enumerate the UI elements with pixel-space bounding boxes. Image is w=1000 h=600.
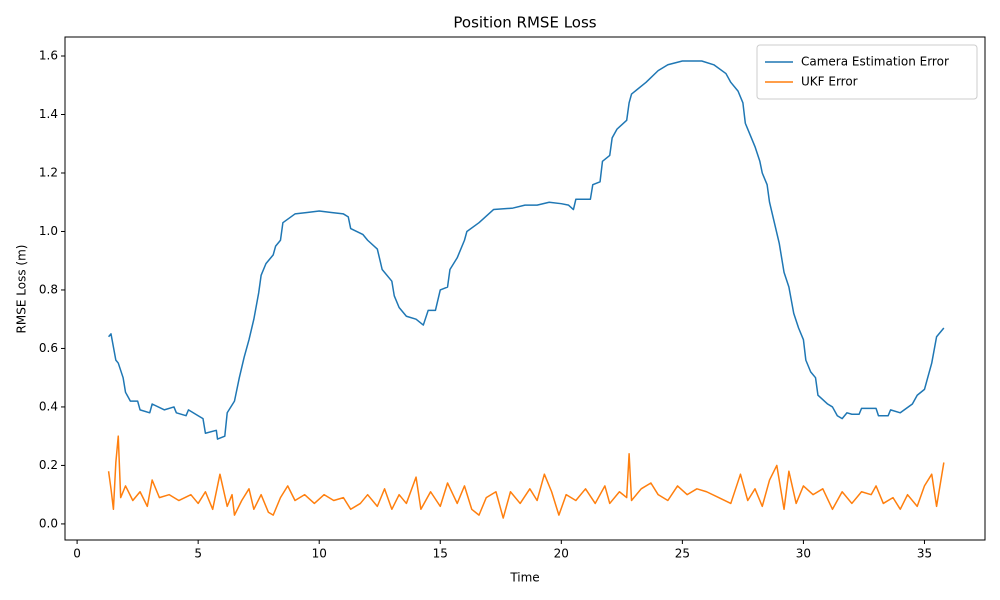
- y-tick-label: 0.0: [39, 516, 58, 530]
- x-tick-label: 0: [73, 547, 81, 561]
- y-tick-label: 0.2: [39, 458, 58, 472]
- plot-frame: [64, 36, 986, 541]
- data-line: [108, 60, 945, 440]
- y-tick-label: 1.2: [39, 165, 58, 179]
- x-tick-label: 5: [194, 547, 202, 561]
- x-tick-label: 15: [433, 547, 448, 561]
- y-tick-label: 1.0: [39, 224, 58, 238]
- y-tick-label: 1.6: [39, 49, 58, 63]
- y-tick-label: 0.4: [39, 399, 58, 413]
- x-axis-label: Time: [509, 571, 539, 585]
- x-tick-label: 35: [917, 547, 932, 561]
- legend-label: UKF Error: [801, 75, 858, 89]
- y-axis-label: RMSE Loss (m): [15, 245, 29, 334]
- chart-title: Position RMSE Loss: [453, 14, 596, 32]
- y-tick-label: 0.8: [39, 282, 58, 296]
- y-tick-label: 1.4: [39, 107, 58, 121]
- legend-label: Camera Estimation Error: [801, 55, 949, 69]
- x-tick-label: 20: [554, 547, 569, 561]
- y-tick-label: 0.6: [39, 341, 58, 355]
- data-line: [107, 435, 945, 519]
- x-tick-label: 25: [675, 547, 690, 561]
- legend-box: [756, 44, 978, 100]
- x-tick-label: 10: [312, 547, 327, 561]
- x-tick-label: 30: [796, 547, 811, 561]
